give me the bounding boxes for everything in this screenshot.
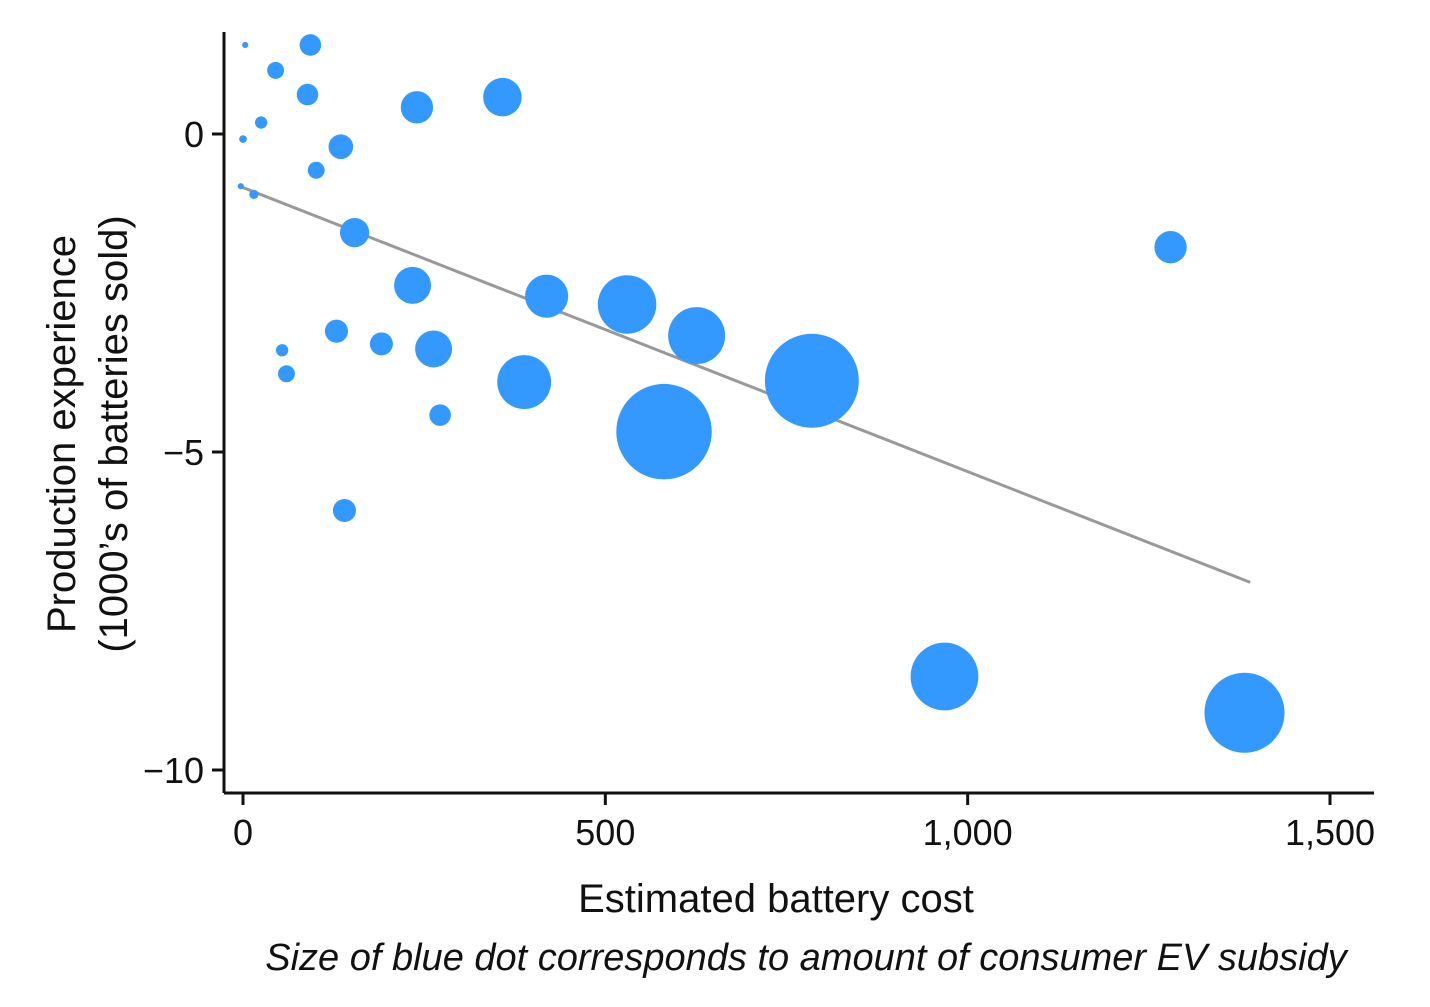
data-point: [299, 34, 322, 56]
data-point: [267, 61, 285, 79]
y-axis-title-line-2: (1000’s of batteries sold): [92, 215, 136, 652]
data-point: [415, 330, 453, 368]
data-point: [597, 275, 657, 334]
data-point: [497, 355, 552, 409]
x-tick-label: 1,500: [1285, 812, 1375, 853]
x-tick-label: 0: [233, 812, 253, 853]
trend-line: [238, 184, 1251, 584]
data-point: [400, 91, 434, 124]
data-point: [483, 77, 522, 117]
y-axis-ticks: 0 −5 −10: [143, 114, 224, 791]
data-point: [616, 383, 712, 480]
data-point: [525, 274, 569, 318]
y-axis-title-line-1: Production experience: [40, 235, 84, 633]
data-point: [278, 365, 295, 383]
y-tick-label: −5: [163, 432, 204, 473]
data-point: [307, 161, 325, 179]
data-point: [237, 183, 244, 190]
data-point: [296, 83, 319, 106]
data-point: [1204, 672, 1285, 753]
x-tick-label: 500: [575, 812, 635, 853]
x-axis-ticks: 0 500 1,000 1,500: [233, 793, 1375, 853]
data-points-layer: [237, 34, 1285, 753]
data-point: [764, 333, 859, 428]
x-axis-title: Estimated battery cost: [578, 877, 974, 921]
data-point: [1154, 231, 1187, 264]
subsidy-caption: Size of blue dot corresponds to amount o…: [265, 937, 1348, 979]
data-point: [239, 135, 247, 143]
data-point: [910, 642, 979, 711]
data-point: [328, 134, 354, 160]
data-point: [429, 404, 451, 426]
data-point: [249, 189, 259, 200]
data-point: [324, 319, 349, 343]
y-tick-label: −10: [143, 750, 204, 791]
y-tick-label: 0: [184, 114, 204, 155]
x-tick-label: 1,000: [923, 812, 1013, 853]
data-point: [339, 217, 370, 248]
data-point: [242, 41, 249, 49]
data-point: [394, 266, 432, 304]
data-point: [668, 307, 726, 365]
data-point: [254, 116, 268, 129]
y-axis-title: Production experience (1000’s of batteri…: [40, 215, 136, 652]
trend-line-layer: [238, 184, 1251, 584]
data-point: [369, 332, 393, 356]
data-point: [332, 498, 357, 523]
data-point: [275, 344, 289, 357]
